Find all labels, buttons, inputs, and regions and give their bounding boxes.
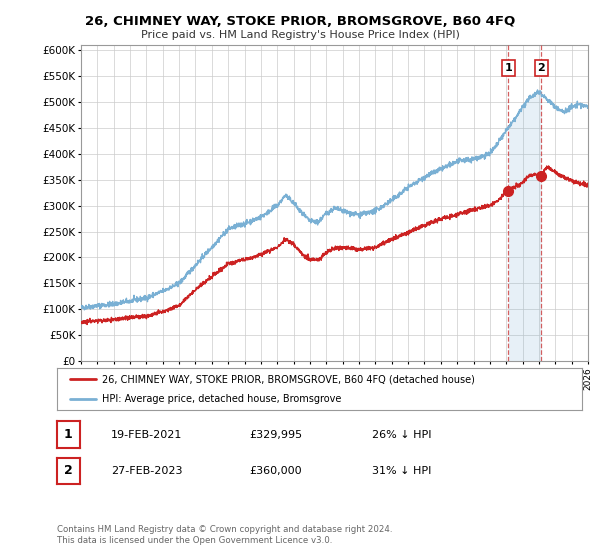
Text: 27-FEB-2023: 27-FEB-2023 [111, 466, 182, 476]
Text: 26, CHIMNEY WAY, STOKE PRIOR, BROMSGROVE, B60 4FQ: 26, CHIMNEY WAY, STOKE PRIOR, BROMSGROVE… [85, 15, 515, 28]
Text: £329,995: £329,995 [249, 430, 302, 440]
Text: 2: 2 [64, 464, 73, 478]
Text: 26% ↓ HPI: 26% ↓ HPI [372, 430, 431, 440]
Text: 2: 2 [538, 63, 545, 73]
Text: HPI: Average price, detached house, Bromsgrove: HPI: Average price, detached house, Brom… [101, 394, 341, 404]
Text: £360,000: £360,000 [249, 466, 302, 476]
Text: 26, CHIMNEY WAY, STOKE PRIOR, BROMSGROVE, B60 4FQ (detached house): 26, CHIMNEY WAY, STOKE PRIOR, BROMSGROVE… [101, 374, 475, 384]
Text: Price paid vs. HM Land Registry's House Price Index (HPI): Price paid vs. HM Land Registry's House … [140, 30, 460, 40]
Text: 31% ↓ HPI: 31% ↓ HPI [372, 466, 431, 476]
Text: Contains HM Land Registry data © Crown copyright and database right 2024.
This d: Contains HM Land Registry data © Crown c… [57, 525, 392, 545]
Text: 1: 1 [64, 428, 73, 441]
Text: 19-FEB-2021: 19-FEB-2021 [111, 430, 182, 440]
Text: 1: 1 [505, 63, 512, 73]
